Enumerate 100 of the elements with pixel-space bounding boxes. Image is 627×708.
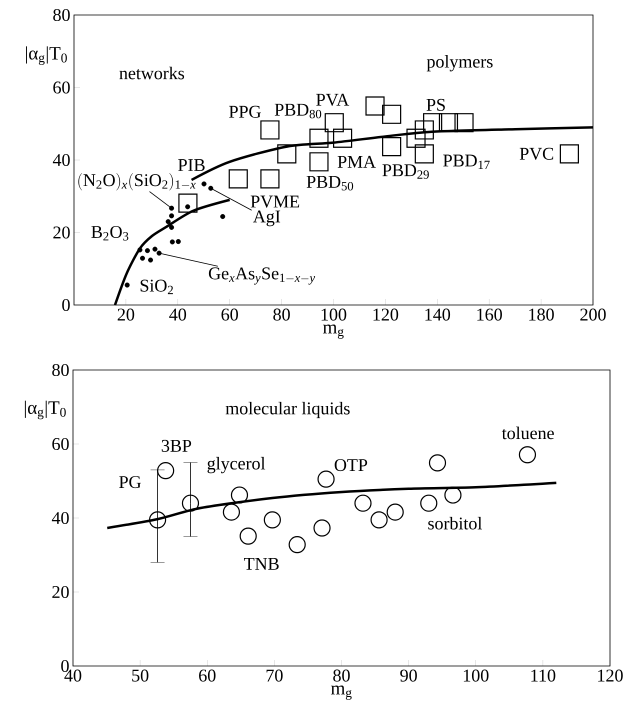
x-axis-title: m$_{g}$ [331,685,352,700]
y-tick-label: 20 [53,226,70,239]
point [260,169,280,188]
point [157,462,174,480]
point [182,494,200,512]
point [420,494,438,512]
annotation: glycerol [208,456,266,474]
point [438,113,458,132]
y-tick-label: 0 [61,660,69,672]
point [309,128,329,148]
point [169,224,174,230]
point [324,113,344,132]
annotation: sorbitol [428,516,482,530]
y-tick-label: 80 [52,364,69,376]
x-tick-label: 100 [464,670,489,682]
annotation: PBD$_{50}$ [306,176,354,190]
point [166,219,171,224]
x-tick-label: 100 [322,308,346,321]
point [202,181,207,186]
x-tick-label: 90 [400,670,418,682]
point [264,511,282,528]
annotation: PG [119,476,142,488]
point [366,96,385,116]
point [309,152,329,172]
y-tick-label: 80 [53,8,70,22]
x-tick-label: 20 [118,308,134,321]
point [333,128,352,148]
y-tick-label: 0 [62,298,70,312]
point [240,528,257,545]
point [382,104,402,124]
x-tick-label: 80 [333,670,350,682]
annotation: toluene [502,426,554,440]
annotation: PIB [178,159,205,171]
point [382,136,402,156]
point [230,486,248,504]
x-tick-label: 160 [477,308,502,321]
point [170,239,175,244]
annotation: OTP [334,459,368,472]
annotation: TNB [244,558,279,570]
annotation: $\mathrm{(N_{2}O)_{\mathit{x}}(SiO_{2})_{1-\mathit{x}}}$ [78,173,196,190]
point [185,204,190,210]
annotation: SiO$_{2}$ [140,280,174,294]
point [354,494,372,512]
point [152,246,158,252]
y-tick-label: 60 [53,81,70,94]
point [169,213,174,218]
point [222,503,240,521]
x-tick-label: 180 [529,308,554,321]
point [288,536,306,554]
annotation: 3BP [162,440,192,452]
annotation: PVA [316,94,350,106]
annotation: PVC [520,148,554,160]
y-axis-title: |α$_{g}$|T$_{0}$ [25,400,66,420]
y-tick-label: 40 [53,154,70,166]
annotation: PS [426,98,445,111]
x-axis-title: m$_{g}$ [323,324,344,339]
point [414,144,434,164]
point [370,511,388,528]
x-tick-label: 60 [222,308,238,321]
x-tick-label: 70 [266,670,283,682]
point [406,128,426,148]
point [444,486,462,504]
y-axis-title: |α$_{g}$|T$_{0}$ [26,46,67,65]
x-tick-label: 60 [199,670,216,682]
x-tick-label: 200 [580,308,606,321]
point [454,113,474,132]
x-tick-label: 80 [273,308,290,321]
annotation: PMA [338,156,376,168]
point [169,206,174,211]
annotation: PPG [229,106,261,118]
y-tick-label: 60 [52,438,69,450]
point [156,250,162,256]
x-tick-label: 50 [132,670,149,682]
annotation: PBD$_{17}$ [443,154,490,169]
point [140,256,146,261]
point [429,454,446,472]
point [145,248,150,254]
x-tick-label: 40 [169,308,186,321]
point [386,503,404,521]
point [176,239,181,244]
point [314,519,331,537]
y-tick-label: 20 [52,586,69,598]
x-tick-label: 120 [374,308,398,321]
point [277,144,296,164]
point [138,247,143,252]
point [414,120,434,140]
x-tick-label: 120 [598,670,623,682]
point [220,214,226,220]
annotation: PVME [250,196,300,208]
point [318,470,335,488]
point [518,446,536,464]
annotation: AgI [253,210,280,226]
annotation: networks [119,66,184,80]
point [228,169,248,188]
y-tick-label: 40 [52,512,69,524]
point [260,120,280,140]
point [124,282,130,288]
x-tick-label: 140 [426,308,450,321]
annotation: $\mathrm{Ge_{\mathit{x}}As_{\mathit{y}}Se_{1-\mathit{x}-\mathit{y}}}$ [209,267,316,285]
annotation: PBD$_{29}$ [382,164,429,179]
